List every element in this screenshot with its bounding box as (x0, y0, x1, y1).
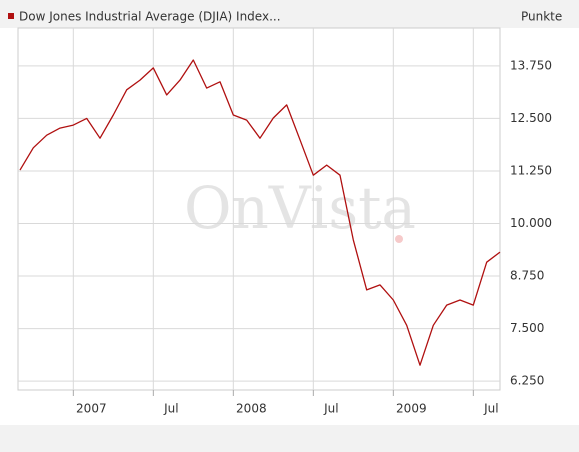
x-tick-label: 2007 (76, 402, 107, 416)
y-tick-label: 6.250 (510, 374, 544, 388)
x-tick-label: 2009 (396, 402, 427, 416)
watermark-dot (395, 235, 403, 243)
header-strip (0, 0, 579, 28)
y-tick-label: 11.250 (510, 163, 552, 177)
x-tick-label: Jul (483, 402, 498, 416)
y-axis-label: Punkte (521, 10, 562, 24)
y-tick-label: 7.500 (510, 321, 544, 335)
y-tick-label: 13.750 (510, 58, 552, 72)
y-tick-label: 12.500 (510, 111, 552, 125)
watermark: OnVista (184, 174, 416, 242)
x-tick-label: 2008 (236, 402, 267, 416)
y-tick-label: 10.000 (510, 216, 552, 230)
x-tick-label: Jul (163, 402, 178, 416)
plot-area (17, 27, 501, 391)
legend-marker (8, 13, 14, 19)
y-tick-label: 8.750 (510, 269, 544, 283)
legend-label: Dow Jones Industrial Average (DJIA) Inde… (19, 10, 281, 24)
x-tick-label: Jul (323, 402, 338, 416)
series-line (19, 59, 501, 366)
